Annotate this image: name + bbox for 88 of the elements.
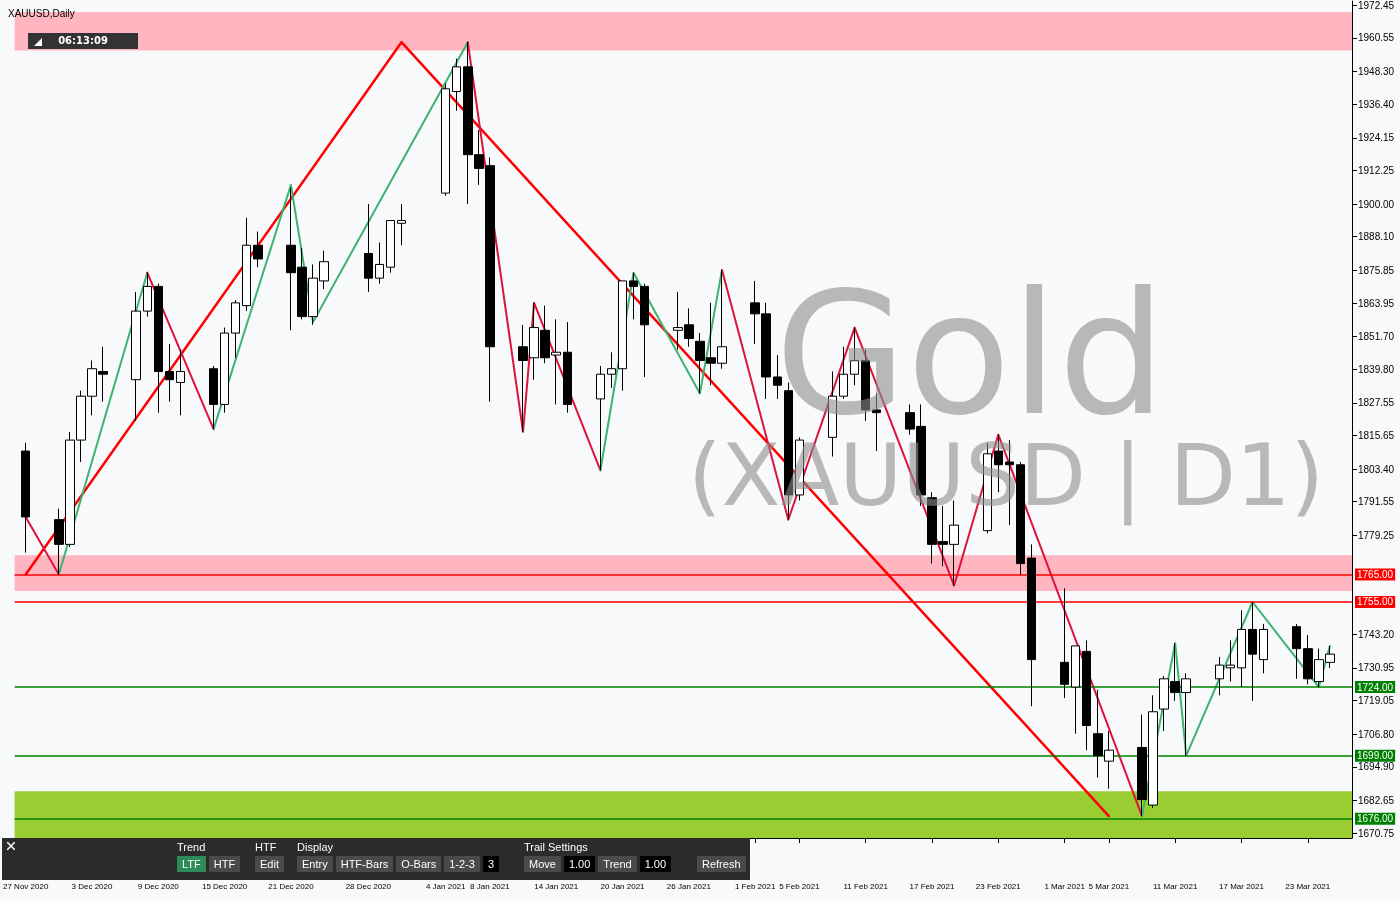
y-tick-label: 1827.55 <box>1358 397 1395 409</box>
text: XAUUSD,Daily <box>8 7 75 19</box>
y-tick-label: 1912.25 <box>1358 164 1395 176</box>
candlestick <box>1292 623 1301 680</box>
candlestick <box>1237 609 1246 688</box>
x-tick-label: 11 Feb 2021 <box>843 881 889 891</box>
candlestick <box>1060 587 1069 699</box>
annotation: 06:13:09 <box>58 35 108 46</box>
ref-line-label: 1724.00 <box>1357 681 1394 693</box>
x-tick-label: 14 Jan 2021 <box>534 881 579 891</box>
candlestick <box>629 272 638 320</box>
candlestick <box>253 231 263 268</box>
ref-line-label: 1755.00 <box>1357 596 1394 608</box>
candlestick <box>1215 656 1224 696</box>
y-tick-label: 1960.55 <box>1358 32 1395 44</box>
ref-line-label: 1765.00 <box>1357 569 1394 581</box>
x-tick-label: 11 Mar 2021 <box>1152 881 1198 891</box>
y-tick-label: 1803.40 <box>1358 463 1395 475</box>
candlestick <box>1027 543 1036 707</box>
candlestick <box>397 203 406 246</box>
candlestick <box>596 365 605 471</box>
y-tick-label: 1936.40 <box>1358 98 1395 110</box>
y-tick-label: 1888.10 <box>1358 231 1395 243</box>
candlestick <box>364 203 373 293</box>
x-tick-label: 8 Jan 2021 <box>470 881 511 891</box>
candlestick <box>21 442 30 554</box>
candlestick <box>231 299 240 359</box>
x-tick-label: 21 Dec 2020 <box>268 881 315 891</box>
candlestick <box>176 349 185 416</box>
toolbar-panel: Trend LTF HTF HTF Edit Display Entry HTF-Bars O-Bars 1-2-3 3 Trail Settings Move 1.00 Trend 1.00 Refresh <box>2 838 750 880</box>
x-tick-label: 28 Dec 2020 <box>345 881 392 891</box>
y-tick-label: 1694.90 <box>1358 761 1395 773</box>
candlestick <box>607 351 616 389</box>
y-tick-label: 1779.25 <box>1358 529 1395 541</box>
candlestick <box>154 283 163 414</box>
y-tick-label: 1719.05 <box>1358 695 1395 707</box>
y-tick-label: 1851.70 <box>1358 331 1395 343</box>
y-tick-label: 1730.95 <box>1358 662 1395 674</box>
y-tick-label: 1900.00 <box>1358 198 1395 210</box>
candlestick <box>1071 645 1080 735</box>
candlestick <box>220 327 229 414</box>
candlestick <box>563 321 572 414</box>
candlestick <box>640 283 649 378</box>
x-tick-label: 5 Feb 2021 <box>779 881 821 891</box>
candlestick <box>131 291 141 422</box>
y-tick-label: 1682.65 <box>1358 795 1395 807</box>
x-tick-label: 17 Mar 2021 <box>1219 881 1265 891</box>
candlestick <box>386 220 395 274</box>
y-tick-label: 1972.45 <box>1358 0 1395 11</box>
y-tick-label: 1875.85 <box>1358 264 1395 276</box>
x-tick-label: 9 Dec 2020 <box>137 881 180 891</box>
y-tick-label: 1863.95 <box>1358 297 1395 309</box>
x-tick-label: 1 Feb 2021 <box>734 881 776 891</box>
x-tick-label: 23 Feb 2021 <box>975 881 1022 891</box>
x-tick-label: 15 Dec 2020 <box>201 881 248 891</box>
x-tick-label: 27 Nov 2020 <box>3 881 49 891</box>
candlestick <box>165 343 174 403</box>
ref-line-label: 1699.00 <box>1357 750 1394 762</box>
x-tick-label: 17 Feb 2021 <box>909 881 956 891</box>
candlestick <box>242 217 251 312</box>
candlestick <box>1082 639 1091 751</box>
y-tick-label: 1839.80 <box>1358 363 1395 375</box>
candlestick <box>441 82 450 197</box>
candlestick <box>618 280 627 392</box>
x-tick-label: 23 Mar 2021 <box>1285 881 1331 891</box>
candlestick <box>143 272 152 318</box>
x-tick-label: 4 Jan 2021 <box>425 881 467 891</box>
candlestick <box>452 58 461 112</box>
candlestick <box>375 242 384 285</box>
candlestick <box>1259 623 1268 674</box>
x-tick-label: 20 Jan 2021 <box>600 881 646 891</box>
y-tick-label: 1948.30 <box>1358 66 1395 78</box>
y-tick-label: 1924.15 <box>1358 132 1395 144</box>
y-tick-label: 1706.80 <box>1358 728 1395 740</box>
x-tick-label: 5 Mar 2021 <box>1088 881 1130 891</box>
timer-panel: 06:13:09 <box>28 33 138 49</box>
y-tick-label: 1791.55 <box>1358 496 1395 508</box>
y-tick-label: 1670.75 <box>1358 827 1395 839</box>
y-tick-label: 1815.65 <box>1358 430 1395 442</box>
x-tick-label: 26 Jan 2021 <box>666 881 712 891</box>
candlestick <box>209 365 218 430</box>
x-tick-label: 3 Dec 2020 <box>71 881 114 891</box>
y-tick-label: 1743.20 <box>1358 628 1395 640</box>
candlestick <box>1226 639 1235 683</box>
line-series <box>212 41 469 431</box>
candlestick <box>1248 601 1257 702</box>
ref-line-label: 1676.00 <box>1357 813 1394 825</box>
x-tick-label: 1 Mar 2021 <box>1044 881 1086 891</box>
